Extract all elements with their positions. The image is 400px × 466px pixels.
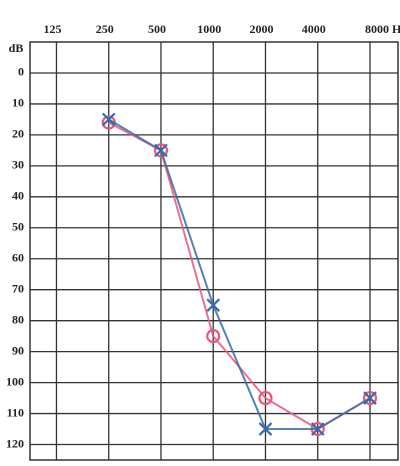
x-tick-label: 125 [43,22,61,36]
x-tick-label: 8000 Hz [365,22,400,36]
y-tick-label: 100 [6,374,24,388]
marker-o [258,390,273,406]
marker-x [206,298,221,312]
marker-x [258,422,273,436]
marker-o [206,329,221,344]
marker-x [154,143,168,158]
marker-x [101,112,116,127]
y-tick-label: 90 [12,343,24,357]
frame [29,41,399,461]
y-tick-label: 80 [12,312,24,326]
marker-o [153,143,169,158]
marker-o [362,390,378,406]
x-tick-label: 500 [148,22,166,36]
y-axis-label: dB [9,41,24,55]
series-line [108,118,371,431]
x-tick-label: 1000 [197,22,221,36]
y-tick-label: 50 [12,220,24,234]
y-tick-label: 0 [18,65,24,79]
y-tick-label: 70 [12,281,24,295]
x-tick-label: 4000 [302,22,326,36]
y-tick-label: 10 [12,96,24,110]
y-tick-label: 40 [12,189,24,203]
y-tick-label: 110 [7,405,24,419]
x-tick-label: 250 [96,22,114,36]
y-tick-label: 60 [12,250,24,264]
marker-x [363,391,377,405]
y-tick-label: 30 [12,158,24,172]
marker-x [310,422,325,436]
x-tick-label: 2000 [249,22,273,36]
y-tick-label: 120 [6,436,24,450]
y-tick-label: 20 [12,127,24,141]
